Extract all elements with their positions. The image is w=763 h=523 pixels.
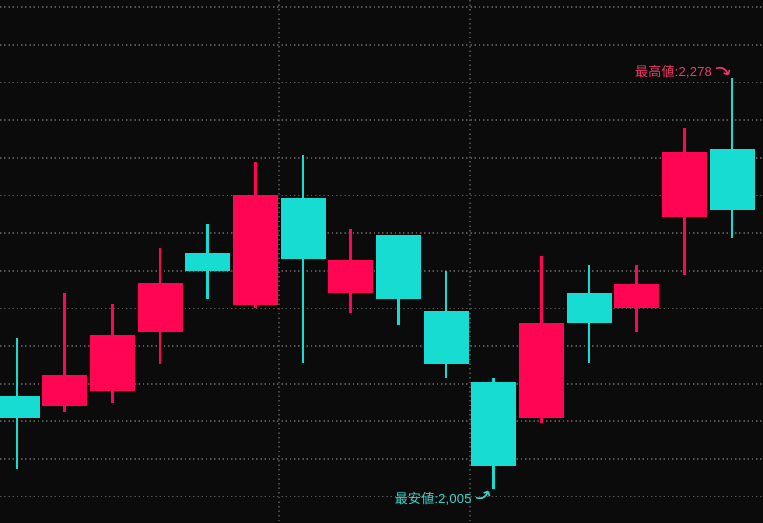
horizontal-gridline	[0, 194, 763, 197]
horizontal-gridline	[0, 495, 763, 498]
candle-body[interactable]	[42, 374, 88, 407]
lowest-price-label: 最安値:2,005	[394, 491, 472, 506]
horizontal-gridline	[0, 458, 763, 460]
candle-body[interactable]	[471, 382, 517, 467]
candle-body[interactable]	[518, 323, 564, 419]
arrow-curve-up-icon	[475, 490, 490, 500]
candle-body[interactable]	[0, 395, 40, 419]
candle-body[interactable]	[328, 260, 374, 294]
candle-body[interactable]	[566, 293, 612, 324]
candle-body[interactable]	[661, 151, 707, 217]
annotation-lowest-price: 最安値:2,005	[395, 488, 493, 506]
highest-price-label: 最高値:2,278	[635, 64, 712, 79]
horizontal-gridline	[0, 420, 763, 423]
annotation-highest-price: 最高値:2,278	[635, 64, 733, 79]
candle-body[interactable]	[709, 148, 755, 211]
candle-body[interactable]	[375, 234, 421, 300]
candle-body[interactable]	[280, 198, 326, 259]
vertical-gridline	[278, 0, 281, 523]
candle-wick	[63, 293, 66, 413]
horizontal-gridline	[0, 81, 763, 84]
arrow-curve-down-icon	[715, 66, 731, 76]
candle-body[interactable]	[232, 195, 278, 306]
candle-body[interactable]	[423, 311, 469, 365]
candle-body[interactable]	[614, 284, 660, 309]
horizontal-gridline	[0, 6, 763, 9]
horizontal-gridline	[0, 156, 763, 159]
horizontal-gridline	[0, 119, 763, 122]
horizontal-gridline	[0, 44, 763, 46]
candle-body[interactable]	[89, 335, 135, 392]
candle-body[interactable]	[137, 282, 183, 333]
candle-body[interactable]	[185, 252, 231, 271]
